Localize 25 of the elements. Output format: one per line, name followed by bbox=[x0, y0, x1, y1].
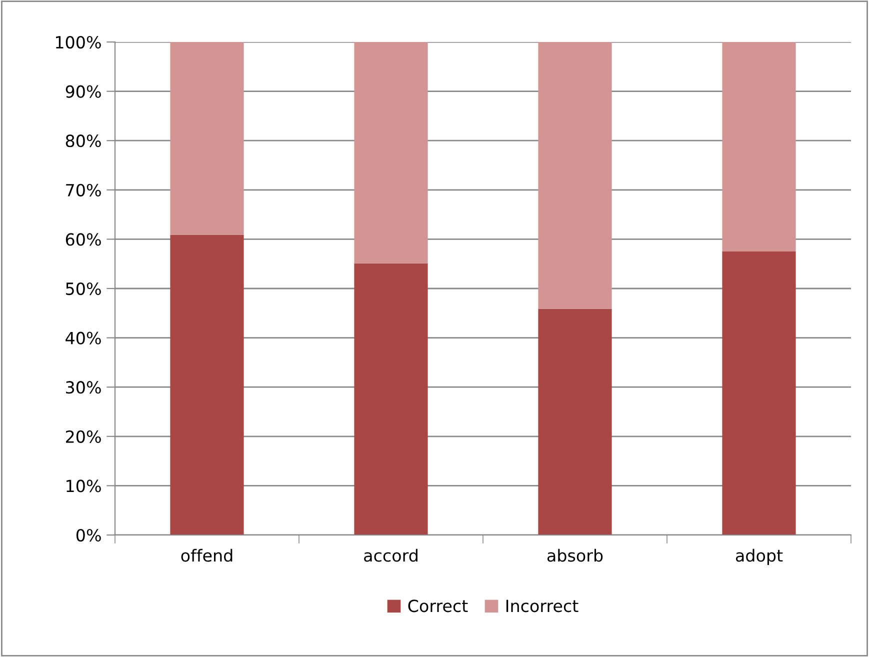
bar bbox=[538, 42, 612, 309]
legend-label: Correct bbox=[408, 600, 468, 612]
bar bbox=[354, 42, 428, 264]
y-tick-label: 60% bbox=[66, 233, 101, 246]
y-tick-label: 10% bbox=[66, 480, 101, 492]
bar bbox=[170, 234, 244, 535]
x-tick-label: accord bbox=[364, 548, 418, 562]
bar bbox=[722, 42, 796, 252]
y-tick-label: 80% bbox=[66, 134, 101, 148]
bar bbox=[538, 308, 612, 535]
y-tick-label: 0% bbox=[76, 528, 101, 542]
bar bbox=[722, 252, 796, 535]
y-tick-label: 40% bbox=[66, 332, 101, 344]
x-tick-label: offend bbox=[181, 548, 232, 562]
x-tick-label: absorb bbox=[547, 548, 603, 562]
x-tick-label: adopt bbox=[736, 548, 783, 566]
y-tick-label: 30% bbox=[66, 381, 101, 394]
y-tick-label: 100% bbox=[56, 36, 101, 49]
y-tick-label: 70% bbox=[66, 184, 101, 196]
y-tick-label: 20% bbox=[66, 430, 101, 443]
legend-label: Incorrect bbox=[506, 600, 578, 612]
y-tick-label: 50% bbox=[66, 282, 101, 296]
y-tick-label: 90% bbox=[66, 85, 101, 98]
bar bbox=[354, 263, 428, 535]
bar bbox=[170, 42, 244, 235]
